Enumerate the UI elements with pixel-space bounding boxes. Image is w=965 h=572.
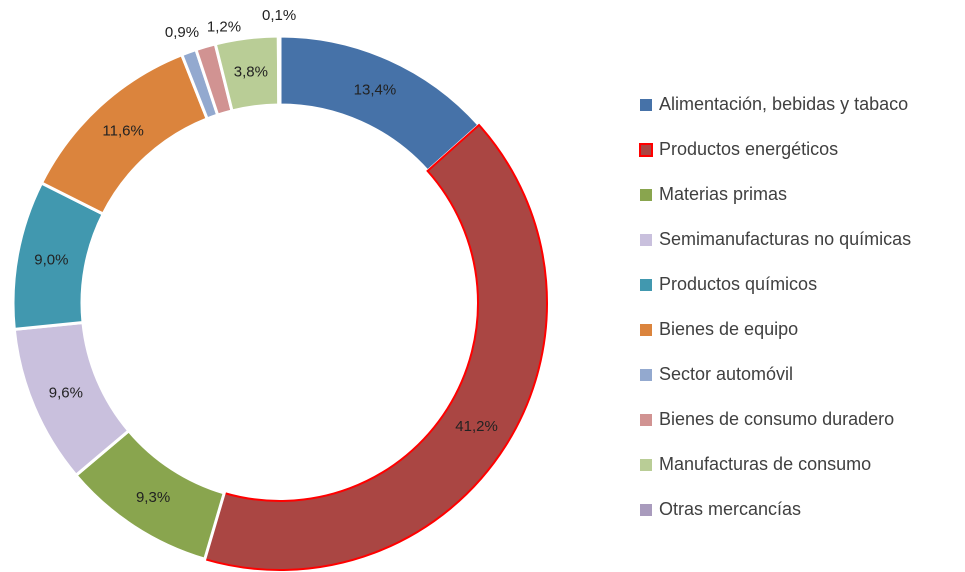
legend-label: Productos químicos	[659, 274, 817, 294]
donut-segment	[203, 123, 548, 571]
legend-swatch	[640, 414, 652, 426]
data-label: 9,0%	[34, 252, 68, 269]
data-label: 9,6%	[49, 385, 83, 402]
legend-swatch	[639, 143, 653, 157]
legend-label: Sector automóvil	[659, 364, 793, 384]
legend-swatch	[640, 99, 652, 111]
donut-segment	[276, 34, 282, 107]
legend-swatch	[640, 504, 652, 516]
legend-swatch	[640, 459, 652, 471]
legend-swatch	[640, 324, 652, 336]
data-label: 3,8%	[234, 63, 268, 80]
legend-label: Alimentación, bebidas y tabaco	[659, 94, 908, 114]
legend-label: Materias primas	[659, 184, 787, 204]
legend-label: Bienes de consumo duradero	[659, 409, 894, 429]
legend-label: Otras mercancías	[659, 499, 801, 519]
data-label: 11,6%	[102, 122, 143, 139]
data-label: 0,1%	[262, 7, 296, 24]
legend-swatch	[640, 234, 652, 246]
data-label: 9,3%	[136, 489, 170, 506]
data-label: 0,9%	[165, 24, 199, 41]
legend-label: Productos energéticos	[659, 139, 838, 159]
data-label: 41,2%	[455, 418, 498, 435]
legend-swatch	[640, 369, 652, 381]
data-label: 13,4%	[354, 82, 397, 99]
legend-swatch	[640, 279, 652, 291]
legend-label: Semimanufacturas no químicas	[659, 229, 911, 249]
legend-swatch	[640, 189, 652, 201]
legend-label: Manufacturas de consumo	[659, 454, 871, 474]
data-label: 1,2%	[207, 18, 241, 35]
legend-label: Bienes de equipo	[659, 319, 798, 339]
